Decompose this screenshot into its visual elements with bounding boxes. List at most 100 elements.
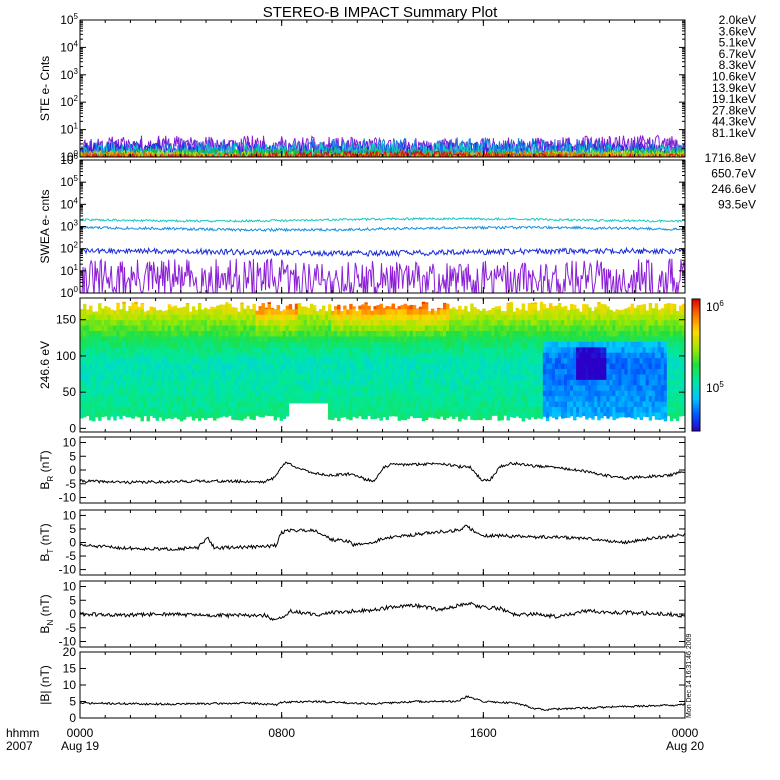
heatmap-cell [388,384,392,391]
heatmap-cell [291,314,296,321]
heatmap-cell [663,412,668,418]
heatmap-cell [672,412,677,418]
y-tick-label: 100 [56,349,76,363]
heatmap-cell [125,384,129,391]
heatmap-cell [231,368,235,375]
heatmap-cell [439,352,444,359]
heatmap-cell [597,341,601,348]
heatmap-cell [560,308,565,315]
heatmap-cell [237,346,241,353]
heatmap-cell [609,357,613,364]
heatmap-cell [642,395,647,402]
heatmap-cell [515,346,520,353]
heatmap-cell [657,352,662,359]
heatmap-cell [452,401,456,408]
heatmap-cell [170,390,175,397]
heatmap-cell [391,363,395,370]
legend-entry: 650.7eV [711,167,756,181]
heatmap-cell [240,379,244,386]
heatmap-cell [579,390,583,397]
heatmap-cell [188,325,193,331]
heatmap-cell [648,352,653,359]
heatmap-cell [430,401,435,408]
heatmap-cell [615,309,619,315]
heatmap-cell [657,357,662,364]
heatmap-cell [149,306,153,310]
heatmap-cell [246,357,250,364]
heatmap-cell [134,352,138,359]
heatmap-cell [633,401,637,408]
heatmap-cell [645,341,650,348]
heatmap-cell [433,325,438,331]
heatmap-cell [264,390,268,397]
heatmap-cell [101,308,105,310]
heatmap-cell [83,336,87,342]
heatmap-cell [400,363,405,370]
heatmap-cell [370,314,374,321]
heatmap-cell [343,390,347,397]
heatmap-cell [346,390,350,397]
heatmap-cell [303,363,308,370]
heatmap-cell [536,379,541,386]
heatmap-cell [660,395,665,402]
heatmap-cell [170,395,175,402]
heatmap-cell [539,357,544,364]
heatmap-cell [191,406,196,413]
heatmap-cell [600,308,604,315]
heatmap-cell [615,363,619,370]
heatmap-cell [452,406,456,413]
heatmap-cell [449,336,453,342]
heatmap-cell [300,314,305,321]
heatmap-cell [624,374,628,380]
heatmap-cell [443,412,447,418]
heatmap-cell [582,363,586,370]
heatmap-cell [204,379,208,386]
heatmap-cell [83,319,87,326]
heatmap-cell [488,395,492,402]
heatmap-cell [207,368,211,375]
heatmap-cell [340,395,344,402]
heatmap-cell [627,336,631,342]
heatmap-cell [309,319,314,326]
heatmap-cell [446,368,450,375]
heatmap-cell [443,341,447,348]
heatmap-cell [219,357,223,364]
heatmap-cell [663,406,668,413]
heatmap-cell [530,401,535,408]
heatmap-cell [80,357,84,364]
heatmap-cell [509,308,513,315]
heatmap-cell [261,374,265,380]
heatmap-cell [194,314,199,321]
heatmap-cell [509,379,513,386]
heatmap-cell [449,330,453,337]
heatmap-cell [500,406,504,413]
heatmap-cell [213,336,217,342]
heatmap-cell [657,325,662,331]
heatmap-cell [155,374,160,380]
heatmap-cell [452,417,456,419]
heatmap-cell [315,346,320,353]
heatmap-cell [185,341,190,348]
heatmap-cell [433,406,438,413]
heatmap-cell [603,346,607,353]
heatmap-cell [340,336,344,342]
heatmap-cell [494,314,498,321]
heatmap-cell [406,314,411,321]
heatmap-cell [385,363,389,370]
heatmap-cell [309,352,314,359]
heatmap-cell [240,406,244,413]
heatmap-cell [421,412,426,418]
heatmap-cell [497,346,501,353]
heatmap-cell [216,308,220,315]
heatmap-cell [449,363,453,370]
heatmap-cell [176,336,181,342]
heatmap-cell [246,395,250,402]
heatmap-cell [98,374,102,380]
heatmap-cell [627,379,631,386]
heatmap-cell [464,379,468,386]
heatmap-cell [116,341,120,348]
heatmap-cell [300,336,305,342]
heatmap-cell [282,363,287,370]
heatmap-cell [449,374,453,380]
heatmap-cell [222,390,226,397]
